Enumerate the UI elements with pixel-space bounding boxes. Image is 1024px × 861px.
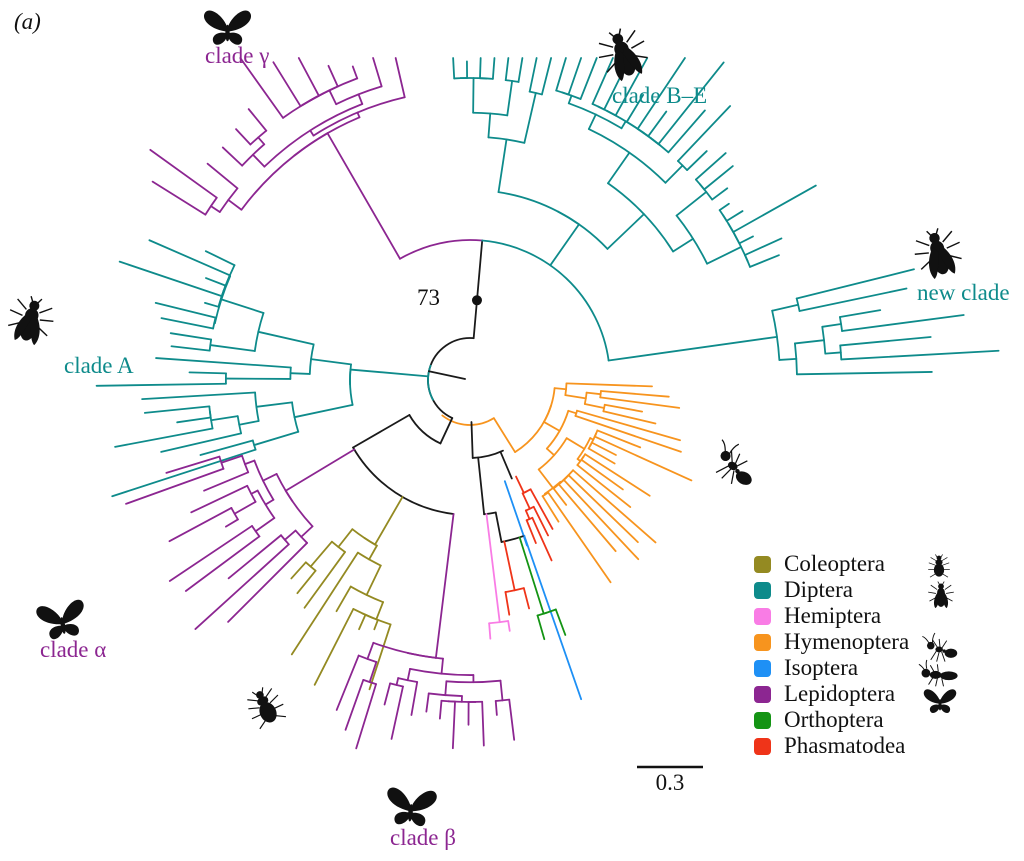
legend-item-phasmatodea: Phasmatodea <box>754 733 909 759</box>
fly-icon <box>927 581 955 609</box>
clade-alpha-label: clade α <box>40 637 107 662</box>
clade-b-e-label: clade B–E <box>612 83 708 108</box>
legend-label: Coleoptera <box>784 551 885 576</box>
butterfly-icon <box>34 598 90 643</box>
legend-swatch <box>754 685 771 703</box>
legend-swatch <box>754 633 771 651</box>
legend-item-hymenoptera: Hymenoptera <box>754 629 909 655</box>
support-value-label: 73 <box>417 285 440 310</box>
legend-label: Orthoptera <box>784 707 884 732</box>
beetle-icon <box>927 554 951 578</box>
legend-item-coleoptera: Coleoptera <box>754 551 909 577</box>
legend-swatch <box>754 581 771 599</box>
ant-icon <box>704 435 766 493</box>
fly-icon <box>909 223 968 284</box>
butterfly-icon <box>203 9 252 46</box>
legend-label: Diptera <box>784 577 853 602</box>
new-clade-label: new clade <box>917 280 1010 305</box>
ant-icon <box>921 632 958 663</box>
legend-swatch <box>754 659 771 677</box>
legend-item-hemiptera: Hemiptera <box>754 603 909 629</box>
butterfly-icon <box>384 786 438 828</box>
beetle-icon <box>241 681 290 731</box>
legend-item-orthoptera: Orthoptera <box>754 707 909 733</box>
legend-label: Hemiptera <box>784 603 882 628</box>
fly-icon <box>2 291 59 350</box>
legend-item-lepidoptera: Lepidoptera <box>754 681 909 707</box>
legend-swatch <box>754 737 771 755</box>
butterfly-icon <box>923 688 957 714</box>
legend-item-isoptera: Isoptera <box>754 655 909 681</box>
legend-item-diptera: Diptera <box>754 577 909 603</box>
legend-swatch <box>754 711 771 729</box>
legend-label: Isoptera <box>784 655 859 680</box>
legend-swatch <box>754 607 771 625</box>
clade-a-label: clade A <box>64 353 134 378</box>
legend-label: Lepidoptera <box>784 681 896 706</box>
fly-icon <box>591 21 656 87</box>
tree-branches <box>95 57 1000 750</box>
figure-label: (a) <box>14 9 41 34</box>
legend-swatch <box>754 555 771 573</box>
termite-icon <box>918 659 959 687</box>
legend-label: Phasmatodea <box>784 733 906 758</box>
legend-label: Hymenoptera <box>784 629 910 654</box>
clade-gamma-label: clade γ <box>205 43 270 68</box>
scale-bar-label: 0.3 <box>655 770 685 795</box>
support-node-dot <box>471 295 482 306</box>
legend: Coleoptera Diptera Hemiptera Hymenoptera Iso… <box>754 551 909 759</box>
clade-beta-label: clade β <box>390 825 456 850</box>
